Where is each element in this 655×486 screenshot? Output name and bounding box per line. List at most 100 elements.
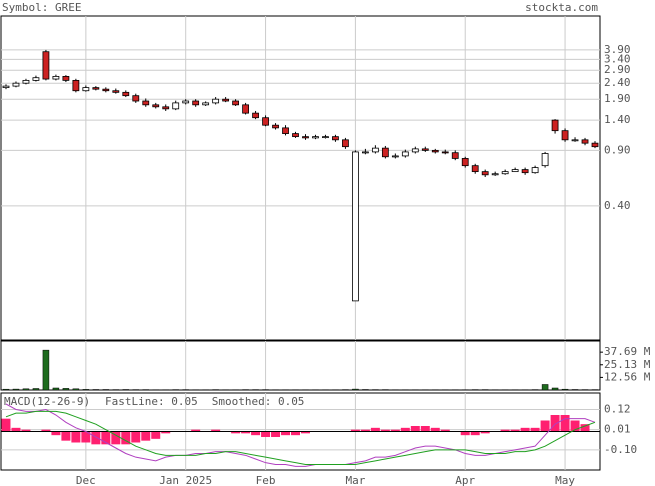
volume-bar xyxy=(72,388,80,391)
candle-body xyxy=(421,148,429,151)
volume-bar xyxy=(62,388,70,391)
candle-body xyxy=(242,104,249,114)
histogram-bar xyxy=(410,426,420,432)
histogram-bar xyxy=(350,429,360,432)
macd-title: MACD(12-26-9) xyxy=(4,395,90,408)
histogram-bar xyxy=(520,427,530,432)
candle-body xyxy=(391,155,399,158)
volume-bar xyxy=(42,349,50,391)
candle-body xyxy=(332,136,339,141)
volume-bar xyxy=(2,388,10,391)
y-tick-label: 12.56 M xyxy=(604,370,651,383)
candle-body xyxy=(561,130,569,141)
histogram-bar xyxy=(360,429,370,432)
volume-bar xyxy=(102,389,110,391)
panel-frame xyxy=(0,340,601,391)
candle-body xyxy=(182,100,190,104)
candle-body xyxy=(361,151,369,154)
symbol-label: Symbol: GREE xyxy=(2,1,81,14)
legend-label: FastLine: 0.05 xyxy=(105,395,198,408)
histogram-bar xyxy=(21,429,31,432)
histogram-bar xyxy=(500,429,510,432)
histogram-bar xyxy=(400,427,410,432)
histogram-bar xyxy=(291,431,301,436)
volume-bar xyxy=(92,389,100,391)
candle-body xyxy=(252,112,259,119)
histogram-bar xyxy=(101,431,111,445)
candle-body xyxy=(541,153,549,167)
candle-body xyxy=(272,124,279,129)
candle-body xyxy=(82,87,90,92)
candle-body xyxy=(192,100,200,106)
candle-body xyxy=(441,151,449,154)
candle-body xyxy=(22,79,30,84)
histogram-bar xyxy=(251,431,261,436)
candle-body xyxy=(401,151,409,157)
candle-body xyxy=(491,173,499,176)
candle-body xyxy=(52,76,60,80)
candle-body xyxy=(222,98,230,102)
histogram-bar xyxy=(300,431,310,434)
candle-body xyxy=(371,147,379,153)
histogram-bar xyxy=(61,431,71,441)
candle-body xyxy=(112,90,120,93)
y-tick-label: 0.01 xyxy=(604,423,631,436)
y-tick-label: 1.40 xyxy=(604,113,631,126)
histogram-bar xyxy=(480,431,490,434)
histogram-bar xyxy=(241,431,251,434)
y-tick-label: 0.12 xyxy=(604,403,631,416)
volume-bar xyxy=(82,389,90,391)
candle-body xyxy=(302,136,309,139)
candle-body xyxy=(212,98,220,104)
volume-bar xyxy=(352,388,359,391)
histogram-bar xyxy=(460,431,470,436)
volume-bar xyxy=(122,389,130,391)
candle-body xyxy=(142,100,150,106)
y-tick-label: 25.13 M xyxy=(604,358,651,371)
histogram-bar xyxy=(1,418,11,432)
candle-body xyxy=(292,133,299,138)
candle-body xyxy=(262,117,269,126)
volume-bar xyxy=(362,389,369,391)
candle-body xyxy=(461,158,469,167)
histogram-bar xyxy=(430,427,440,432)
histogram-bar xyxy=(440,429,450,432)
candle-body xyxy=(352,151,359,302)
histogram-bar xyxy=(261,431,271,437)
histogram-bar xyxy=(530,427,540,432)
candle-body xyxy=(172,102,180,110)
y-tick-label: 0.40 xyxy=(604,199,631,212)
candle-body xyxy=(102,88,110,92)
histogram-bar xyxy=(91,431,101,445)
histogram-bar xyxy=(51,431,61,436)
x-tick-label: Dec xyxy=(76,474,96,486)
y-tick-label: 3.40 xyxy=(604,52,631,65)
candle-body xyxy=(2,85,10,89)
candle-body xyxy=(591,142,599,148)
candle-body xyxy=(162,106,170,110)
x-tick-label: Feb xyxy=(256,474,276,486)
histogram-bar xyxy=(191,429,201,432)
candle-body xyxy=(342,139,349,148)
histogram-bar xyxy=(231,431,241,434)
candle-body xyxy=(481,171,489,176)
candle-body xyxy=(551,119,559,132)
y-tick-label: 3.90 xyxy=(604,43,631,56)
candle-body xyxy=(312,136,319,139)
candle-body xyxy=(451,152,459,159)
y-tick-label: 2.90 xyxy=(604,63,631,76)
histogram-bar xyxy=(550,415,560,432)
histogram-bar xyxy=(271,431,281,437)
histogram-bar xyxy=(570,420,580,432)
candle-body xyxy=(322,136,329,139)
histogram-bar xyxy=(151,431,161,439)
candle-body xyxy=(282,127,289,134)
site-label: stockta.com xyxy=(525,1,598,14)
histogram-bar xyxy=(161,431,171,434)
histogram-bar xyxy=(71,431,81,443)
histogram-bar xyxy=(380,429,390,432)
candle-body xyxy=(381,147,389,158)
volume-bar xyxy=(541,384,549,391)
candle-body xyxy=(152,104,160,108)
histogram-bar xyxy=(390,429,400,432)
